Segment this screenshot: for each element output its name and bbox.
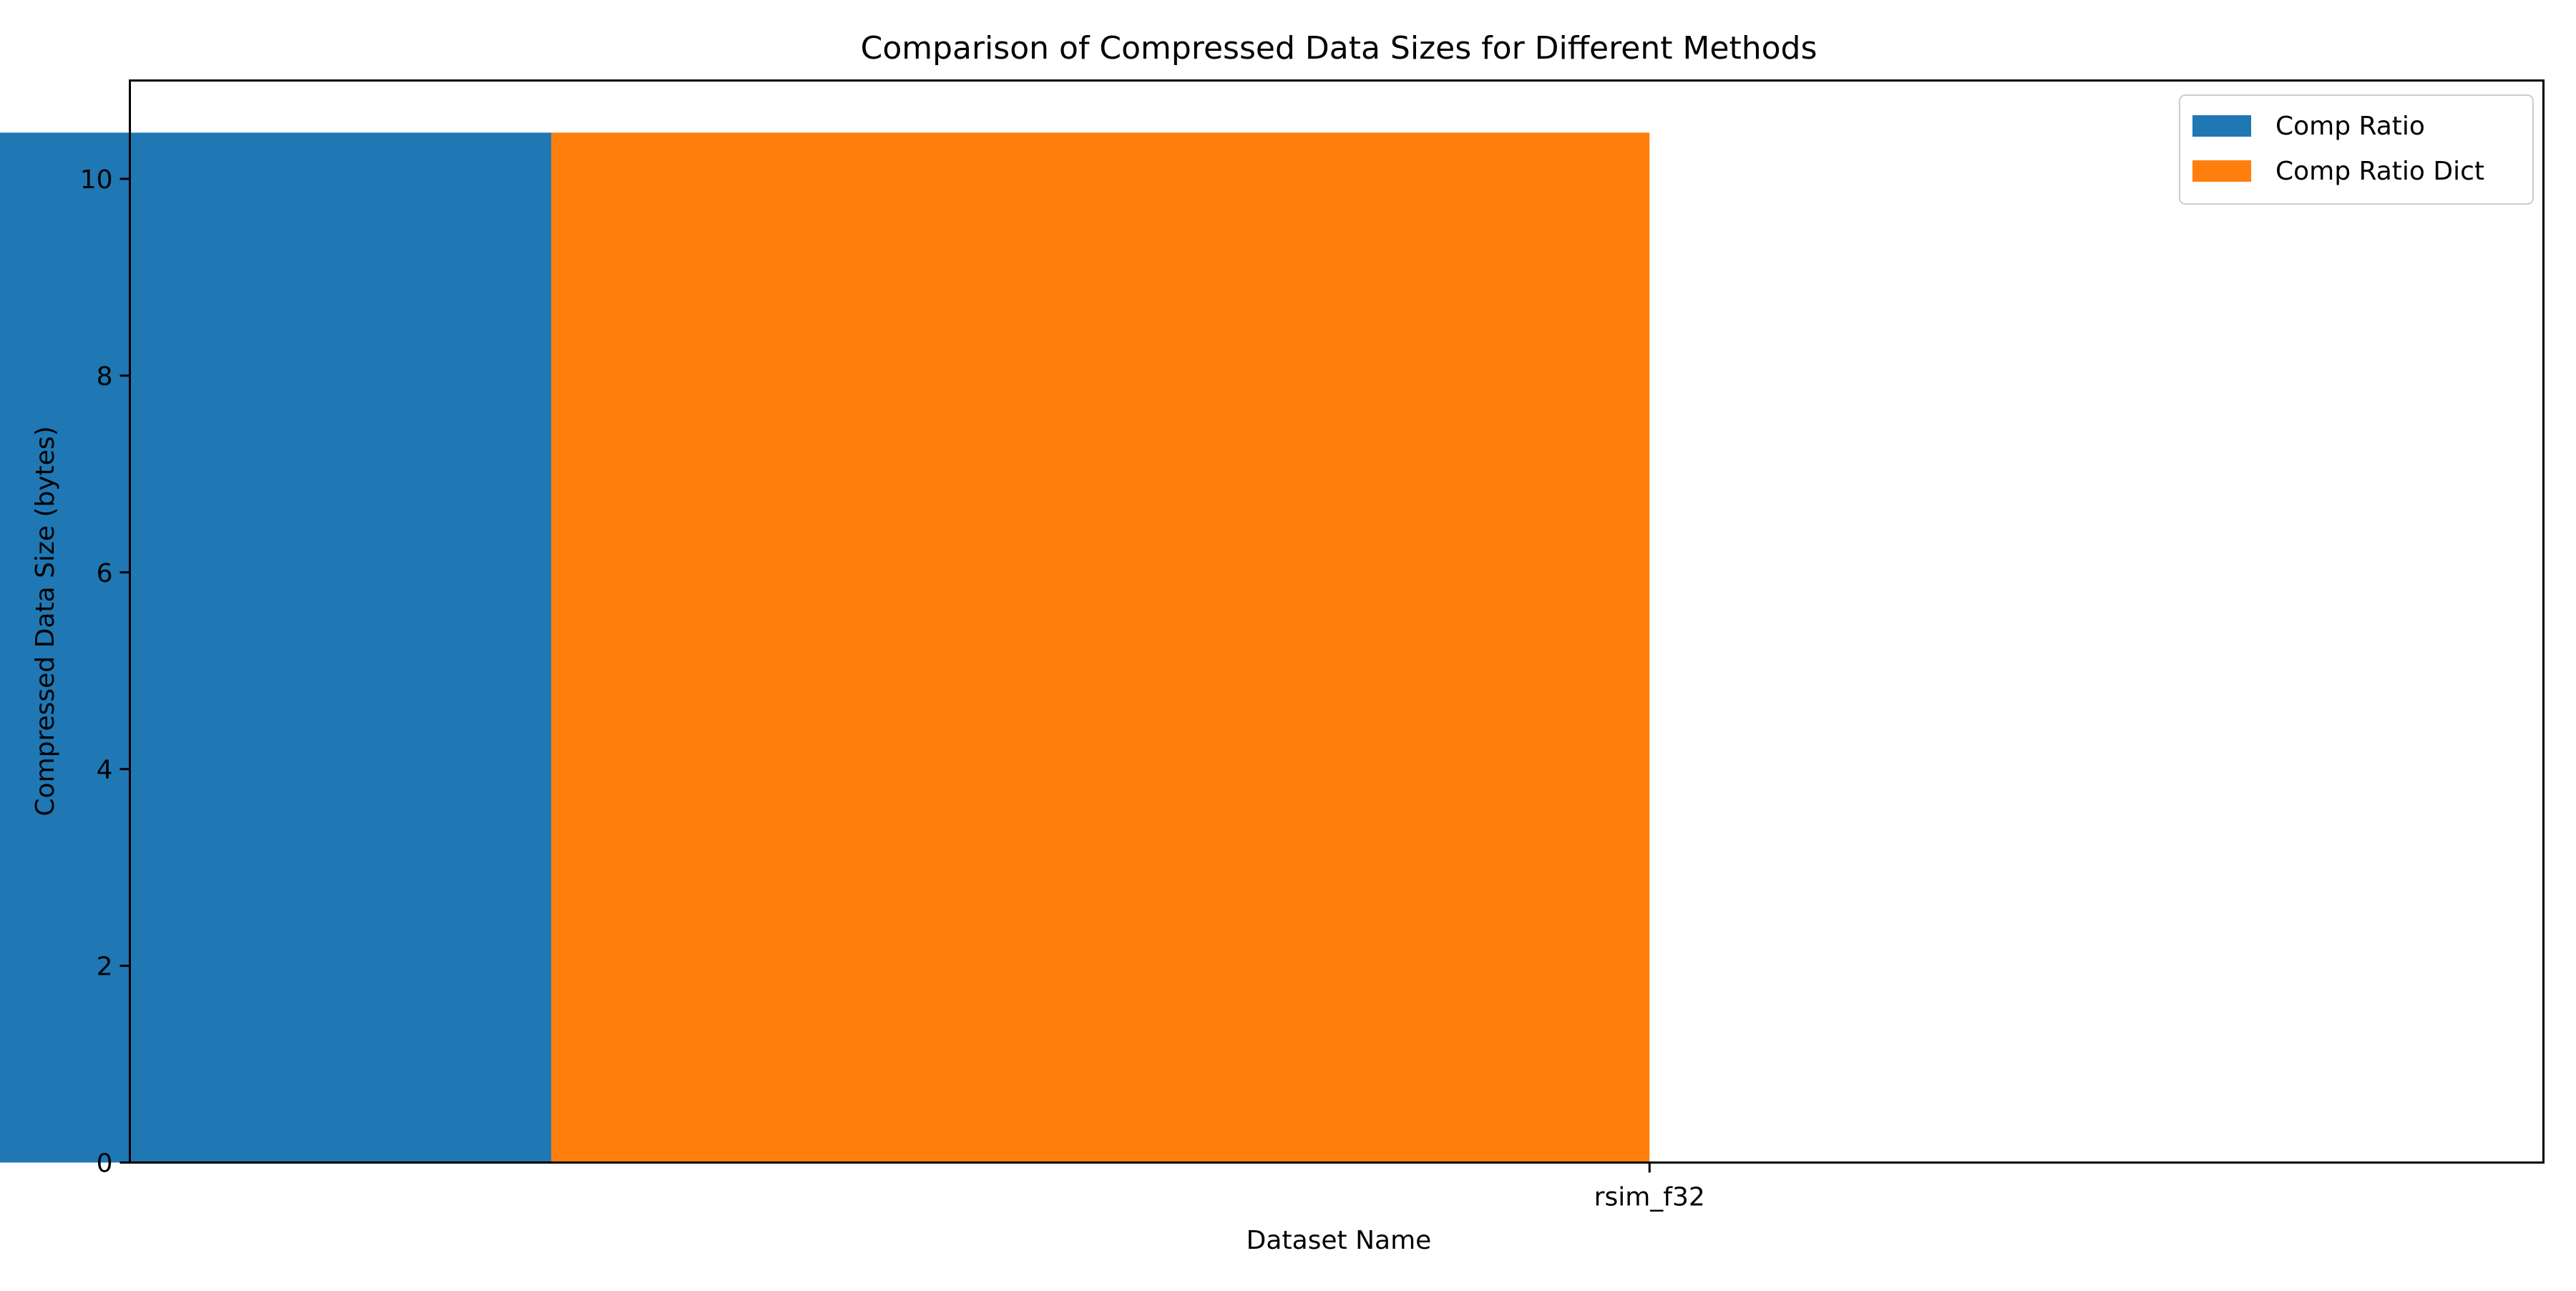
legend: Comp Ratio Comp Ratio Dict bbox=[2179, 94, 2534, 205]
bar-comp-ratio-dict bbox=[551, 132, 1650, 1163]
chart-title: Comparison of Compressed Data Sizes for … bbox=[861, 30, 1818, 67]
x-tick-label: rsim_f32 bbox=[1594, 1183, 1705, 1212]
bar-comp-ratio bbox=[0, 132, 552, 1163]
legend-swatch bbox=[2192, 115, 2251, 137]
y-tick-label: 4 bbox=[97, 756, 113, 785]
legend-label: Comp Ratio Dict bbox=[2275, 157, 2484, 186]
bars bbox=[0, 132, 1650, 1163]
legend-swatch bbox=[2192, 160, 2251, 182]
plot-frame bbox=[129, 79, 2545, 1164]
legend-label: Comp Ratio bbox=[2275, 112, 2425, 141]
x-axis: rsim_f32 bbox=[1594, 1162, 1705, 1212]
y-axis: 0 2 4 6 8 10 bbox=[80, 165, 130, 1179]
y-tick-label: 10 bbox=[80, 165, 113, 195]
y-tick-label: 6 bbox=[97, 559, 113, 588]
x-axis-label: Dataset Name bbox=[1246, 1226, 1432, 1255]
y-tick-label: 8 bbox=[97, 362, 113, 391]
y-axis-label: Compressed Data Size (bytes) bbox=[31, 426, 60, 816]
legend-box bbox=[2179, 94, 2534, 205]
y-tick-label: 2 bbox=[97, 953, 113, 982]
y-tick-label: 0 bbox=[97, 1149, 113, 1179]
